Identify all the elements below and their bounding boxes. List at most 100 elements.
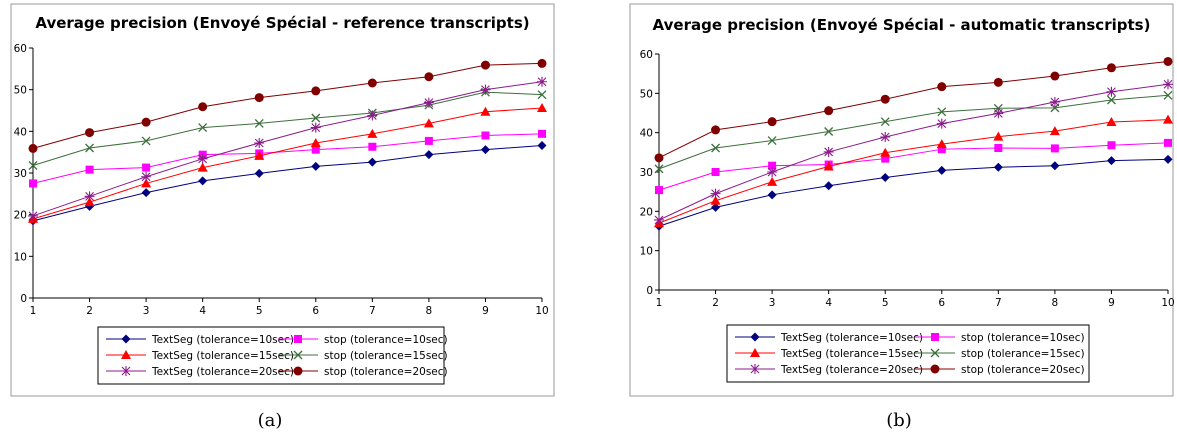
chart-b-legend-label-2: TextSeg (tolerance=15sec): [780, 348, 923, 360]
chart-a-ytick-label-40: 40: [14, 126, 27, 138]
chart-b-series-4-line: [658, 83, 1169, 221]
chart-b-xtick-label-7: 7: [995, 297, 1002, 309]
chart-a-series-0-point-8: [480, 145, 490, 155]
chart-a-series-3-point-1: [85, 143, 95, 153]
chart-b-xtick-label-9: 9: [1108, 297, 1115, 309]
chart-b-legend-swatch-marker-1: [931, 333, 939, 341]
chart-b-series-2-point-9: [1163, 114, 1173, 124]
chart-a-xtick-label-7: 7: [369, 305, 376, 317]
chart-b-xtick-label-8: 8: [1052, 297, 1059, 309]
chart-b-series-1: [655, 138, 1172, 195]
chart-b-series-0-point-9: [1163, 154, 1173, 164]
chart-a-series-5-point-2: [141, 117, 151, 127]
chart-a-series-5-point-1: [85, 128, 95, 138]
chart-b-series-0-point-8: [1106, 156, 1116, 166]
chart-b-series-0-point-1: [711, 202, 721, 212]
chart-a-title: Average precision (Envoyé Spécial - refe…: [35, 14, 529, 32]
chart-b-series-3-point-1: [711, 143, 721, 153]
chart-b-legend-label-5: stop (tolerance=20sec): [961, 364, 1085, 376]
chart-a-series-5-point-9: [537, 58, 547, 68]
chart-a-ytick-label-30: 30: [14, 168, 27, 180]
chart-a-legend-entry-2: TextSeg (tolerance=15sec): [106, 350, 294, 362]
chart-a-xtick-label-5: 5: [256, 305, 263, 317]
chart-a-svg: Average precision (Envoyé Spécial - refe…: [10, 3, 555, 397]
chart-a-xtick-label-8: 8: [426, 305, 433, 317]
chart-a-series-4-point-6: [367, 110, 378, 121]
chart-a-series-3-point-5: [311, 113, 321, 123]
chart-a-series-4-point-5: [310, 122, 321, 133]
chart-a-series-2-point-9: [537, 103, 547, 112]
chart-a-series-1-point-8: [481, 131, 490, 140]
chart-a-series-5-point-7: [424, 72, 434, 82]
chart-b-series-5-point-7: [1050, 71, 1060, 81]
chart-a-legend-swatch-marker-0: [121, 334, 131, 344]
chart-a-series-4-point-3: [197, 153, 208, 164]
chart-b-series-3-point-5: [937, 107, 947, 117]
chart-b-legend-label-3: stop (tolerance=15sec): [961, 348, 1085, 360]
chart-b-series-5-point-8: [1106, 63, 1116, 73]
chart-b-series-1-point-1: [711, 168, 720, 176]
chart-a-xtick-label-1: 1: [30, 305, 37, 317]
chart-a-legend-swatch-marker-5: [293, 366, 303, 376]
chart-b-legend-swatch-marker-4: [750, 364, 760, 374]
chart-b-legend-entry-3: stop (tolerance=15sec): [915, 348, 1085, 360]
chart-b-series-2-point-2: [767, 176, 778, 186]
chart-a-series-4-point-0: [28, 210, 38, 221]
chart-a-legend-entry-5: stop (tolerance=20sec): [278, 366, 448, 378]
chart-a-series-5-point-3: [198, 102, 208, 112]
chart-a-series-2-point-7: [423, 118, 434, 128]
chart-a-series-3-point-4: [254, 118, 264, 128]
chart-b-frame: [629, 3, 1174, 397]
chart-a-series-1-line: [32, 133, 543, 184]
chart-a-series-1-point-6: [368, 142, 377, 151]
chart-b-series-5-point-4: [880, 94, 890, 104]
chart-b-legend-entry-0: TextSeg (tolerance=10sec): [735, 332, 923, 344]
caption-a: (a): [257, 410, 283, 431]
chart-b-series-3-point-4: [880, 117, 890, 127]
chart-b-series-2-point-5: [936, 139, 947, 149]
chart-a-series-0-point-4: [254, 168, 264, 178]
chart-b-series-4-point-4: [880, 131, 891, 142]
chart-a-legend-entry-4: TextSeg (tolerance=20sec): [106, 366, 294, 378]
caption-b: (b): [886, 410, 912, 431]
chart-b-legend-entry-2: TextSeg (tolerance=15sec): [735, 348, 923, 360]
chart-b-series-1-point-9: [1164, 138, 1172, 147]
chart-b-series-4-point-6: [993, 108, 1004, 119]
chart-a-series-4-point-9: [537, 76, 547, 87]
chart-b-xtick-label-1: 1: [656, 297, 663, 309]
chart-a-series-4: [28, 76, 547, 221]
chart-a-xtick-label-3: 3: [143, 305, 150, 317]
chart-a-legend-label-3: stop (tolerance=15sec): [324, 350, 448, 362]
chart-a-legend: [97, 326, 445, 385]
chart-b-series-3-point-0: [654, 164, 664, 174]
chart-b-series-0-point-7: [1050, 161, 1060, 171]
chart-a-series-1-point-2: [142, 163, 151, 172]
chart-a-series-3-point-9: [537, 90, 547, 100]
chart-b-series-1-point-6: [994, 144, 1003, 153]
chart-b-series-1-point-2: [768, 161, 777, 170]
chart-a-series-2-line: [32, 107, 543, 220]
chart-a-series-1-point-7: [424, 136, 433, 145]
chart-b-xtick-label-5: 5: [882, 297, 889, 309]
chart-b-series-4-point-1: [710, 188, 721, 199]
chart-a-series-4-point-7: [423, 97, 434, 108]
chart-b-series-5-point-6: [993, 77, 1003, 87]
chart-b-series-2-line: [658, 119, 1169, 224]
chart-a-legend-entry-0: TextSeg (tolerance=10sec): [106, 334, 294, 346]
chart-b-series-5-point-9: [1163, 56, 1173, 66]
chart-a-series-3-line: [32, 91, 543, 166]
chart-a-series-2-point-6: [367, 128, 378, 138]
chart-b-legend-entry-5: stop (tolerance=20sec): [915, 364, 1085, 376]
chart-b-series-0-point-6: [993, 162, 1003, 172]
chart-b-legend-swatch-marker-3: [930, 348, 940, 358]
chart-b-series-1-line: [658, 142, 1169, 191]
chart-b-xtick-label-6: 6: [938, 297, 945, 309]
chart-a-ytick-label-10: 10: [14, 251, 27, 263]
chart-b-series-1-point-4: [881, 154, 890, 163]
chart-a-legend-swatch-marker-2: [121, 350, 131, 359]
chart-b-title: Average precision (Envoyé Spécial - auto…: [653, 16, 1151, 34]
chart-a-series-0: [28, 141, 547, 226]
chart-b-xtick-label-2: 2: [712, 297, 719, 309]
chart-a-series-5-point-0: [28, 143, 38, 153]
chart-b-legend-entry-4: TextSeg (tolerance=20sec): [735, 364, 923, 376]
